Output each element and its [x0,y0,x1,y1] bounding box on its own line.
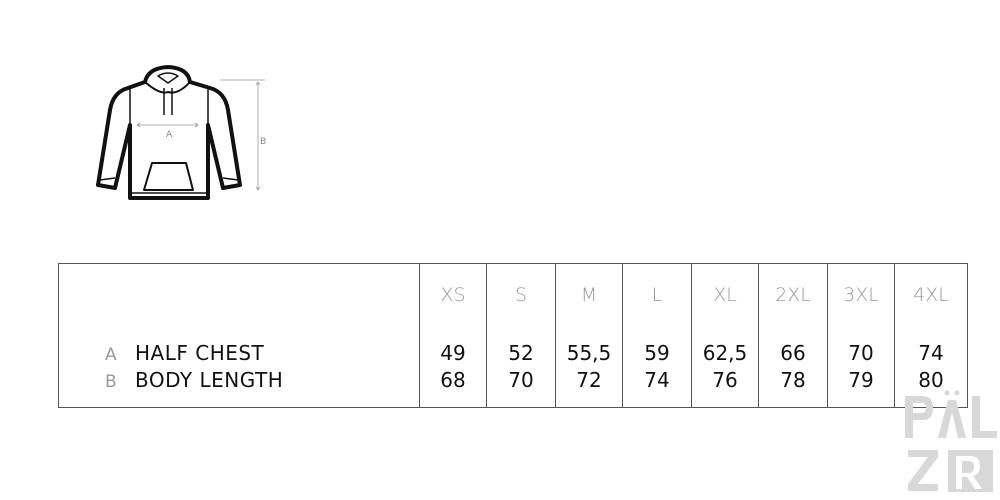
size-header: XL [713,284,737,306]
label-a: A [166,130,173,140]
size-header: L [651,284,663,306]
size-table: A HALF CHEST B BODY LENGTH XS 49 68 S 52 70… [58,263,968,408]
size-column-l: L 59 74 [623,264,692,407]
body-length-value: 70 [508,368,534,392]
size-column-s: S 52 70 [487,264,556,407]
body-length-value: 76 [712,368,738,392]
size-header: S [514,284,528,306]
size-column-2xl: 2XL 66 78 [759,264,828,407]
hoodie-diagram: A B [96,65,266,200]
half-chest-value: 66 [780,341,806,365]
body-length-value: 78 [780,368,806,392]
size-column-4xl: 4XL 74 80 [895,264,967,407]
size-column-3xl: 3XL 70 79 [828,264,895,407]
size-column-xl: XL 62,5 76 [692,264,759,407]
measurement-labels: A HALF CHEST B BODY LENGTH [59,264,420,407]
half-chest-value: 70 [848,341,874,365]
size-header: M [580,284,598,306]
body-length-value: 79 [848,368,874,392]
size-header: 3XL [843,284,879,306]
size-header: 2XL [775,284,811,306]
label-b: B [260,137,266,147]
row-letter: B [105,372,118,392]
half-chest-value: 74 [918,341,944,365]
half-chest-value: 55,5 [566,341,612,365]
size-column-xs: XS 49 68 [420,264,487,407]
half-chest-value: 62,5 [702,341,748,365]
body-length-value: 80 [918,368,944,392]
body-length-value: 74 [644,368,670,392]
row-label: HALF CHEST [135,341,265,365]
body-length-value: 68 [440,368,466,392]
half-chest-value: 52 [508,341,534,365]
size-column-m: M 55,5 72 [556,264,623,407]
half-chest-value: 59 [644,341,670,365]
half-chest-value: 49 [440,341,466,365]
size-header: 4XL [913,284,949,306]
row-half-chest: A HALF CHEST [105,341,264,365]
body-length-value: 72 [576,368,602,392]
row-body-length: B BODY LENGTH [105,368,283,392]
palzr-watermark-logo [905,390,997,492]
row-letter: A [105,345,118,365]
size-header: XS [440,284,466,306]
row-label: BODY LENGTH [135,368,284,392]
